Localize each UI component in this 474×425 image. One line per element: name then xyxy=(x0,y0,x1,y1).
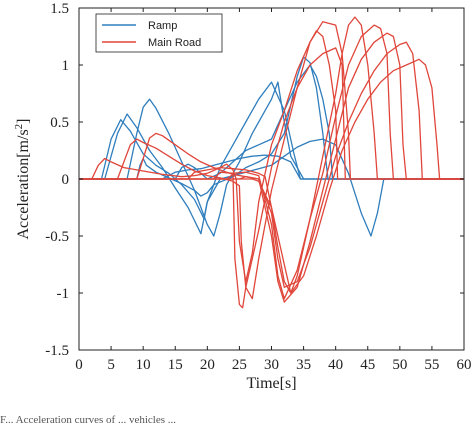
series-layer xyxy=(79,16,464,309)
main-road-series-line-10 xyxy=(79,24,464,300)
figure-caption-fragment: F... Acceleration curves of ... vehicles… xyxy=(0,414,176,425)
main-road-series-line-7 xyxy=(79,21,464,300)
y-tick-label: -0.5 xyxy=(45,229,69,245)
x-tick-label: 45 xyxy=(360,357,375,373)
x-tick-label: 0 xyxy=(75,357,83,373)
y-axis-label-close: ] xyxy=(15,119,32,124)
y-tick-label: -1.5 xyxy=(45,343,69,359)
legend: Ramp Main Road xyxy=(95,13,223,53)
x-tick-label: 5 xyxy=(107,357,115,373)
x-tick-label: 35 xyxy=(296,357,311,373)
y-tick-label: 1 xyxy=(62,58,70,74)
y-tick-label: -1 xyxy=(57,286,70,302)
x-axis-label: Time[s] xyxy=(246,375,296,392)
x-tick-label: 25 xyxy=(232,357,247,373)
ramp-series-line-0 xyxy=(79,119,464,237)
x-tick-label: 60 xyxy=(457,357,472,373)
y-tick-label: 1.5 xyxy=(50,1,69,17)
y-axis-label-main: Acceleration[m/s xyxy=(15,129,32,239)
x-tick-label: 15 xyxy=(168,357,183,373)
y-tick-label: 0.5 xyxy=(50,115,69,131)
legend-main-road-label: Main Road xyxy=(148,37,201,49)
ramp-series-line-5 xyxy=(79,154,464,180)
y-tick-label: 0 xyxy=(62,172,70,188)
x-tick-label: 50 xyxy=(392,357,407,373)
ramp-series-line-4 xyxy=(79,64,464,180)
ticks-layer: 0 5 10 15 20 25 30 35 40 45 50 55 60 -1.5 -1 -0.5 0 0.5 1 1… xyxy=(45,1,471,373)
main-road-series-line-8 xyxy=(79,47,464,309)
x-tick-label: 55 xyxy=(424,357,439,373)
y-axis-label: Acceleration[m/s2] xyxy=(13,119,32,240)
x-tick-label: 20 xyxy=(200,357,215,373)
y-axis-label-sup: 2 xyxy=(13,124,25,130)
x-tick-label: 10 xyxy=(136,357,151,373)
legend-ramp-label: Ramp xyxy=(148,20,177,32)
x-tick-label: 30 xyxy=(264,357,279,373)
x-tick-label: 40 xyxy=(328,357,343,373)
main-road-series-line-13 xyxy=(79,58,464,294)
legend-box xyxy=(95,13,223,53)
ramp-series-line-2 xyxy=(79,81,464,237)
